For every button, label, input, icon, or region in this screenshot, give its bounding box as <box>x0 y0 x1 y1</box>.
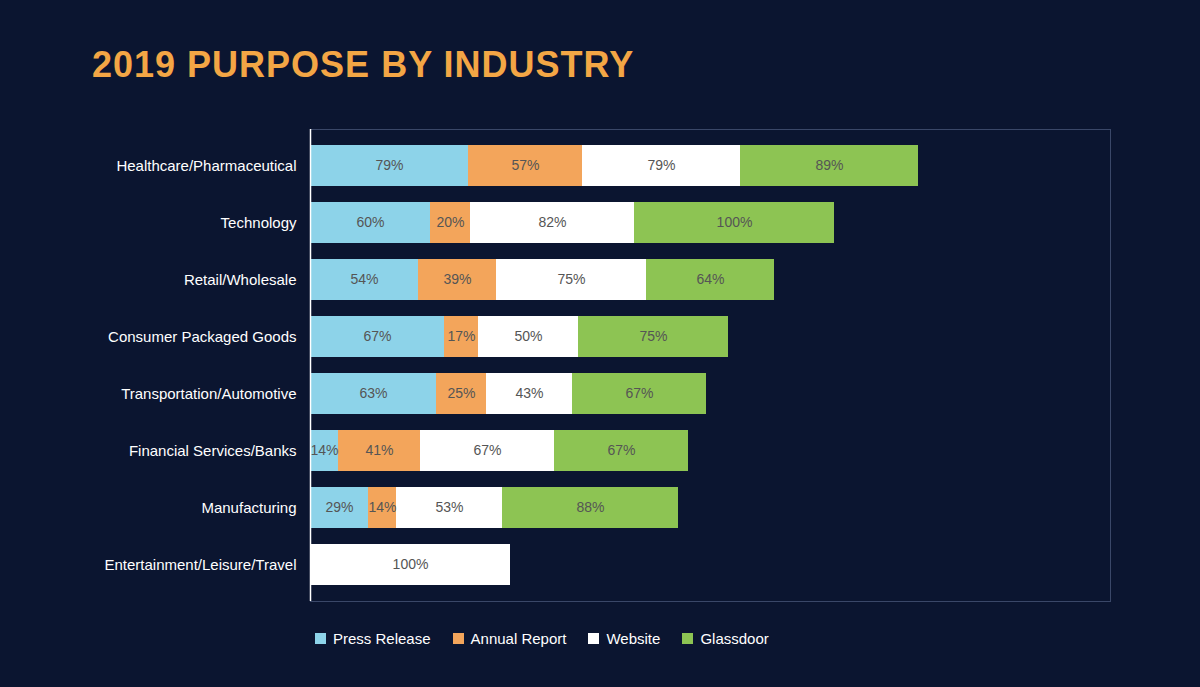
svg-text:Consumer Packaged Goods: Consumer Packaged Goods <box>108 328 296 345</box>
svg-text:63%: 63% <box>359 385 387 401</box>
svg-text:75%: 75% <box>639 328 667 344</box>
svg-text:Transportation/Automotive: Transportation/Automotive <box>121 385 296 402</box>
svg-text:Manufacturing: Manufacturing <box>201 499 296 516</box>
svg-text:Technology: Technology <box>221 214 297 231</box>
svg-text:67%: 67% <box>473 442 501 458</box>
html-text:Annual Report: Annual Report <box>470 630 567 647</box>
svg-text:Entertainment/Leisure/Travel: Entertainment/Leisure/Travel <box>104 556 296 573</box>
svg-text:64%: 64% <box>696 271 724 287</box>
svg-text:79%: 79% <box>375 157 403 173</box>
svg-text:57%: 57% <box>511 157 539 173</box>
svg-text:Retail/Wholesale: Retail/Wholesale <box>184 271 297 288</box>
svg-text:100%: 100% <box>717 214 753 230</box>
svg-text:67%: 67% <box>363 328 391 344</box>
svg-text:50%: 50% <box>514 328 542 344</box>
svg-text:41%: 41% <box>365 442 393 458</box>
svg-text:20%: 20% <box>436 214 464 230</box>
svg-text:29%: 29% <box>325 499 353 515</box>
svg-text:14%: 14% <box>310 442 338 458</box>
svg-text:Financial Services/Banks: Financial Services/Banks <box>129 442 297 459</box>
svg-text:60%: 60% <box>356 214 384 230</box>
html-text:Press Release: Press Release <box>333 630 431 647</box>
svg-text:100%: 100% <box>393 556 429 572</box>
svg-text:75%: 75% <box>557 271 585 287</box>
svg-text:43%: 43% <box>515 385 543 401</box>
html-text:Glassdoor: Glassdoor <box>700 630 769 647</box>
svg-text:39%: 39% <box>443 271 471 287</box>
svg-text:53%: 53% <box>435 499 463 515</box>
svg-text:89%: 89% <box>815 157 843 173</box>
svg-text:54%: 54% <box>350 271 378 287</box>
svg-text:88%: 88% <box>576 499 604 515</box>
svg-text:17%: 17% <box>447 328 475 344</box>
svg-text:25%: 25% <box>447 385 475 401</box>
svg-text:79%: 79% <box>647 157 675 173</box>
svg-text:82%: 82% <box>538 214 566 230</box>
html-text:Website: Website <box>606 630 661 647</box>
svg-text:14%: 14% <box>368 499 396 515</box>
svg-text:67%: 67% <box>625 385 653 401</box>
html-text:2019 PURPOSE BY INDUSTRY: 2019 PURPOSE BY INDUSTRY <box>92 44 635 85</box>
svg-text:67%: 67% <box>607 442 635 458</box>
svg-text:Healthcare/Pharmaceutical: Healthcare/Pharmaceutical <box>116 157 296 174</box>
